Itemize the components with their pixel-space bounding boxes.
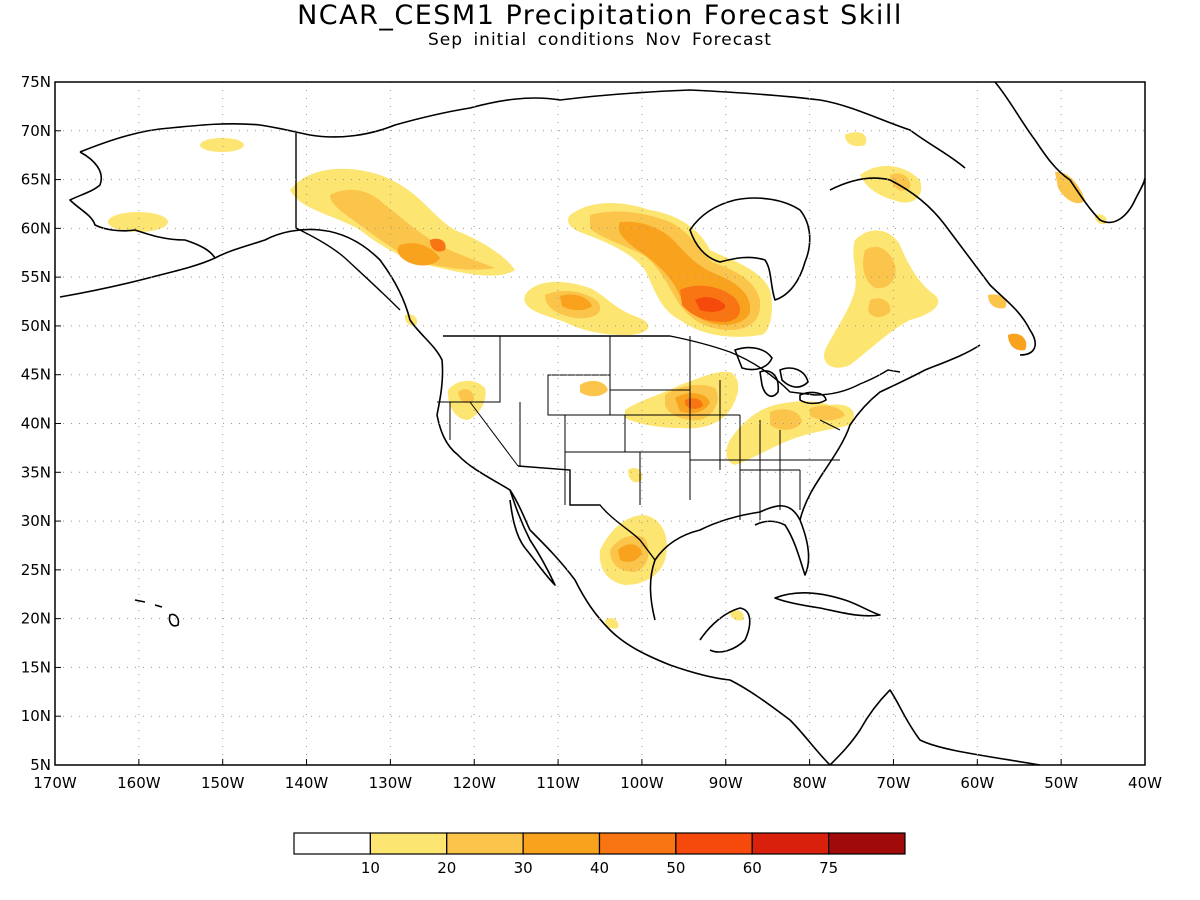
colorbar-swatch [293, 832, 371, 855]
lon-tick-label: 130W [369, 774, 413, 792]
skill-region-newfoundland2 [1008, 333, 1027, 351]
colorbar-label: 10 [361, 859, 380, 877]
chart-subtitle: Sep initial conditions Nov Forecast [428, 30, 772, 50]
coastline-cuba [774, 592, 881, 617]
colorbar-label: 50 [666, 859, 685, 877]
lon-tick-label: 110W [536, 774, 580, 792]
coastline-gulf-mexico [649, 505, 810, 621]
skill-region-n-alaska [200, 138, 244, 152]
border-alaska-canada [295, 133, 401, 311]
coastline-alaska-gulf [214, 228, 411, 321]
skill-region-ohio-core2 [810, 405, 845, 421]
skill-region-newfoundland [988, 294, 1007, 309]
skill-region-greenland [1055, 171, 1085, 204]
coastline-gulf [829, 689, 1041, 766]
skill-region-n-california-core [458, 389, 474, 404]
lon-tick-label: 40W [1128, 774, 1162, 792]
skill-region-labrador [860, 165, 922, 203]
lat-tick-label: 70N [21, 122, 51, 140]
coastline-hudson-bay [689, 197, 811, 301]
lon-tick-label: 120W [452, 774, 496, 792]
colorbar-label: 30 [514, 859, 533, 877]
great-lakes [734, 346, 827, 405]
lat-tick-label: 40N [21, 415, 51, 433]
lon-tick-label: 140W [285, 774, 329, 792]
lon-tick-label: 90W [709, 774, 743, 792]
colorbar-swatch [675, 832, 753, 855]
lat-tick-label: 50N [21, 317, 51, 335]
colorbar-swatch [522, 832, 601, 855]
colorbar-swatch [828, 832, 906, 855]
skill-region-bc-max [430, 238, 446, 252]
lat-tick-label: 65N [21, 171, 51, 189]
skill-region-wyoming [580, 380, 608, 397]
skill-region-saskatchewan-max [560, 294, 592, 311]
lat-tick-label: 5N [30, 756, 51, 774]
colorbar-swatch [446, 832, 524, 855]
lon-tick-label: 170W [33, 774, 77, 792]
coastline-east-us [799, 344, 981, 521]
skill-region-labrador-core [890, 173, 911, 191]
lat-tick-label: 35N [21, 463, 51, 481]
lon-tick-label: 100W [620, 774, 664, 792]
lat-tick-label: 60N [21, 219, 51, 237]
colorbar-swatch [751, 832, 830, 855]
coastline-yucatan [699, 607, 751, 653]
lat-tick-label: 30N [21, 512, 51, 530]
lat-tick-labels: 5N 10N 15N 20N 25N 30N 35N 40N 45N 50N 55N 60N 65N 70… [21, 73, 61, 774]
lat-tick-label: 75N [21, 73, 51, 91]
skill-region-ohio-core [770, 409, 802, 430]
border-us-mexico [517, 465, 656, 561]
coastline-greenland [994, 81, 1146, 224]
colorbar-swatch [598, 832, 677, 855]
coastlines [59, 81, 1146, 766]
colorbar-label: 20 [437, 859, 456, 877]
colorbar: 10 20 30 40 50 60 75 [293, 832, 906, 877]
coastline-alaska [79, 89, 966, 169]
lat-tick-label: 15N [21, 658, 51, 676]
coastline-west-us [409, 319, 531, 531]
skill-region-baffin [845, 132, 867, 147]
political-boundaries [295, 133, 901, 561]
chart-title: NCAR_CESM1 Precipitation Forecast Skill [297, 0, 903, 31]
lon-tick-label: 160W [117, 774, 161, 792]
lat-tick-label: 10N [21, 707, 51, 725]
skill-region-pacific-nw [404, 314, 418, 326]
colorbar-swatch [369, 832, 448, 855]
lon-tick-label: 50W [1044, 774, 1078, 792]
lon-tick-label: 70W [877, 774, 911, 792]
lon-tick-label: 150W [201, 774, 245, 792]
skill-region-quebec-core [863, 246, 896, 289]
lon-tick-label: 80W [793, 774, 827, 792]
grid-lines [55, 82, 1145, 765]
skill-region-mexico-s [605, 617, 619, 629]
skill-region-sw-alaska [108, 212, 168, 232]
colorbar-label: 60 [743, 859, 762, 877]
coastline-alaska-west [59, 151, 216, 298]
colorbar-label: 75 [819, 859, 838, 877]
border-us-canada [443, 335, 901, 396]
skill-region-nm [628, 468, 643, 483]
state-lines [437, 336, 841, 520]
colorbar-label: 40 [590, 859, 609, 877]
coastline-baja [509, 489, 556, 586]
skill-region-texas-l3 [618, 544, 642, 562]
coastline-mexico-west [529, 529, 831, 766]
skill-region-ontario-l5 [695, 297, 726, 312]
skill-region-yucatan [730, 610, 744, 621]
lon-tick-labels: 170W 160W 150W 140W 130W 120W 110W 100W 90W 80W 70… [33, 759, 1162, 792]
coastline-hawaii [134, 599, 180, 627]
skill-region-yukon-core [330, 189, 495, 270]
lon-tick-label: 60W [960, 774, 994, 792]
skill-region-bc-core [397, 243, 440, 266]
lat-tick-label: 25N [21, 561, 51, 579]
lat-tick-label: 55N [21, 268, 51, 286]
skill-shading [108, 132, 1107, 629]
skill-region-quebec-core2 [868, 298, 891, 318]
lat-tick-label: 45N [21, 366, 51, 384]
lat-tick-label: 20N [21, 610, 51, 628]
